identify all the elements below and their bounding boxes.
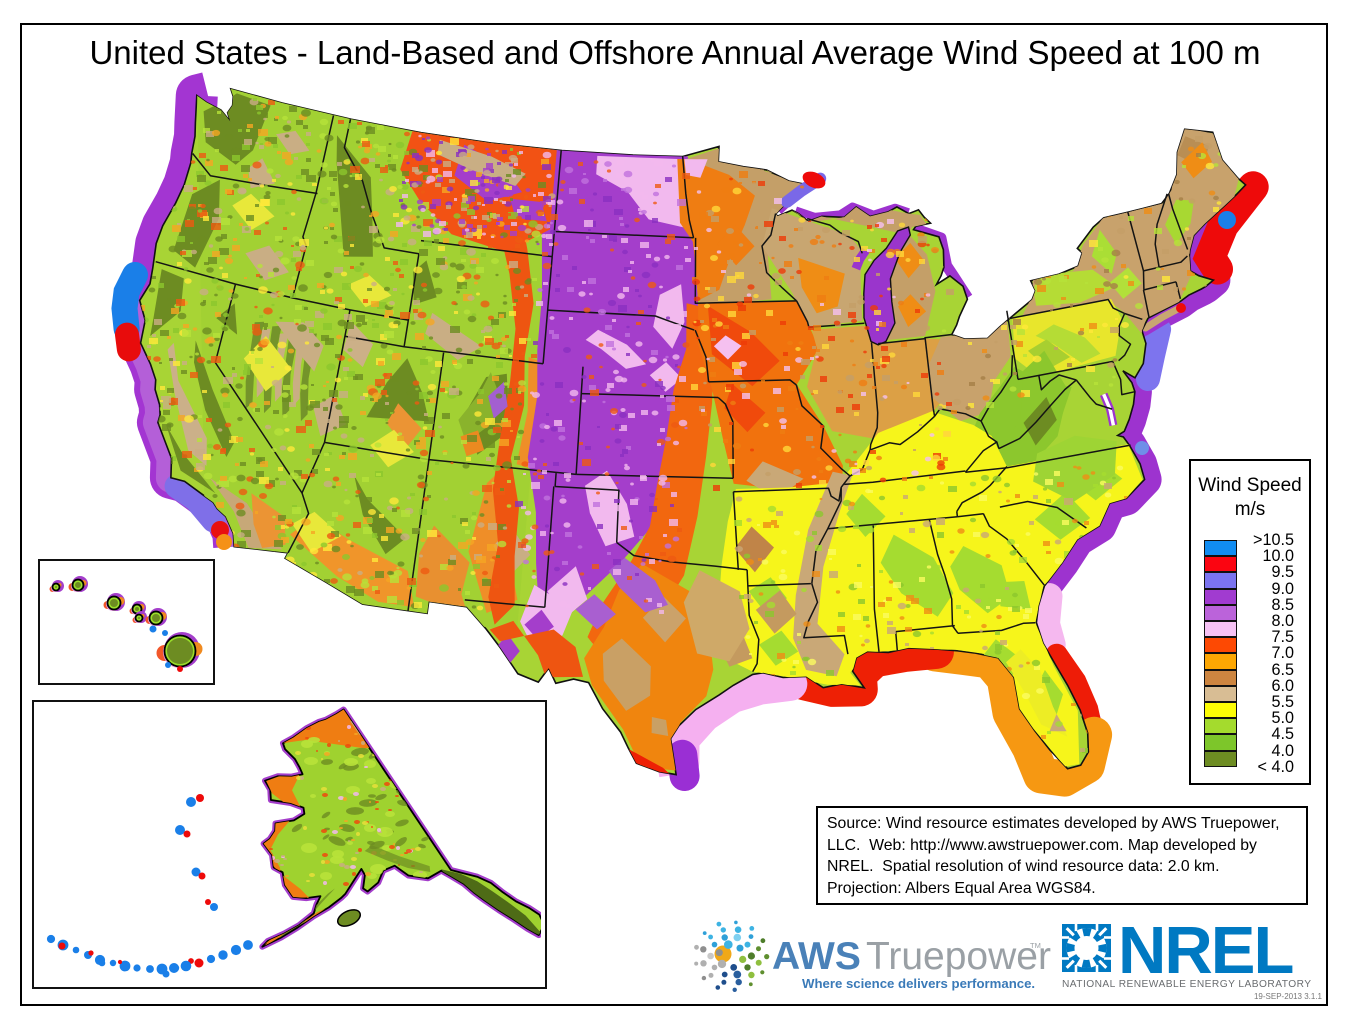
svg-text:NREL: NREL: [1118, 913, 1292, 988]
svg-text:NATIONAL RENEWABLE ENERGY LABO: NATIONAL RENEWABLE ENERGY LABORATORY: [1062, 979, 1311, 990]
svg-text:AWS: AWS: [772, 935, 861, 978]
svg-text:Truepower: Truepower: [866, 935, 1051, 978]
svg-text:Where science delivers perform: Where science delivers performance.: [802, 976, 1035, 991]
svg-text:TM: TM: [1030, 941, 1041, 950]
